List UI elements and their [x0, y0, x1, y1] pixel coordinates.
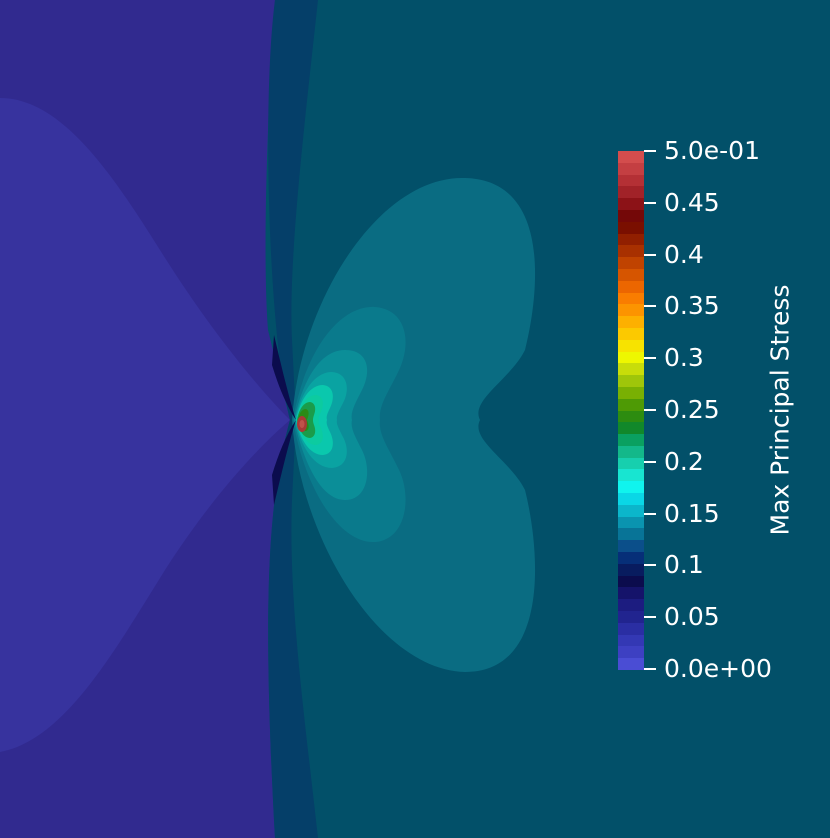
scalar-bar-tick-mark: [644, 461, 656, 463]
scalar-bar-swatch: [618, 434, 644, 446]
stress-lobe-1: [292, 177, 536, 673]
scalar-bar-swatch: [618, 340, 644, 352]
scalar-bar-swatch: [618, 269, 644, 281]
scalar-bar-swatch: [618, 175, 644, 186]
scalar-bar-tick-mark: [644, 202, 656, 204]
scalar-bar-swatch: [618, 352, 644, 363]
scalar-bar-tick-label: 0.4: [664, 240, 704, 269]
scalar-bar-swatch: [618, 304, 644, 316]
scalar-bar-tick-mark: [644, 513, 656, 515]
scalar-bar-swatch: [618, 328, 644, 340]
scalar-bar-tick-label: 0.3: [664, 343, 704, 372]
crack-face-lower: [272, 420, 296, 505]
scalar-bar-swatch: [618, 316, 644, 328]
scalar-bar-swatch: [618, 517, 644, 528]
scalar-bar-swatch: [618, 375, 644, 387]
scalar-bar-swatch: [618, 363, 644, 375]
scalar-bar-swatch: [618, 587, 644, 599]
scalar-bar-tick-label: 0.0e+00: [664, 654, 772, 683]
scalar-bar-tick-mark: [644, 616, 656, 618]
scalar-bar-swatch: [618, 446, 644, 458]
scalar-bar-swatch: [618, 198, 644, 210]
scalar-bar-tick-label: 0.05: [664, 602, 720, 631]
scalar-bar-swatch: [618, 611, 644, 623]
scalar-bar-swatch: [618, 234, 644, 245]
scalar-bar-tick-mark: [644, 409, 656, 411]
scalar-bar-swatch: [618, 458, 644, 469]
scalar-bar-swatch: [618, 658, 644, 670]
scalar-bar-gradient: [618, 151, 644, 670]
scalar-bar-swatch: [618, 564, 644, 576]
scalar-bar-swatch: [618, 599, 644, 611]
scalar-bar-tick-label: 5.0e-01: [664, 136, 760, 165]
scalar-bar-swatch: [618, 422, 644, 434]
scalar-bar-tick-label: 0.1: [664, 550, 704, 579]
scalar-bar-swatch: [618, 281, 644, 293]
scalar-bar-swatch: [618, 245, 644, 257]
scalar-bar-swatch: [618, 623, 644, 635]
scalar-bar-tick-mark: [644, 564, 656, 566]
scalar-bar-tick-mark: [644, 357, 656, 359]
scalar-bar-tick-label: 0.45: [664, 188, 720, 217]
scalar-bar-swatch: [618, 387, 644, 399]
scalar-bar-swatch: [618, 528, 644, 540]
scalar-bar-swatch: [618, 635, 644, 646]
scalar-bar-swatch: [618, 163, 644, 175]
scalar-bar-swatch: [618, 399, 644, 411]
scalar-bar-swatch: [618, 222, 644, 234]
scalar-bar-swatch: [618, 576, 644, 587]
scalar-bar-swatch: [618, 493, 644, 505]
scalar-bar-swatch: [618, 411, 644, 422]
scalar-bar-tick-label: 0.25: [664, 395, 720, 424]
crack-face-upper: [272, 335, 296, 420]
scalar-bar-swatch: [618, 481, 644, 493]
scalar-bar-swatch: [618, 293, 644, 304]
scalar-bar-tick-mark: [644, 254, 656, 256]
scalar-bar-swatch: [618, 552, 644, 564]
scalar-bar-title: Max Principal Stress: [765, 284, 795, 536]
scalar-bar-swatch: [618, 257, 644, 269]
scalar-bar-tick-mark: [644, 668, 656, 670]
scalar-bar-tick-label: 0.2: [664, 447, 704, 476]
scalar-bar-tick-mark: [644, 150, 656, 152]
scalar-bar-swatch: [618, 505, 644, 517]
crack-tip-center: [299, 420, 305, 428]
scalar-bar-tick-mark: [644, 305, 656, 307]
scalar-bar-swatch: [618, 151, 644, 163]
scalar-bar-swatch: [618, 469, 644, 481]
left-inner-region: [0, 98, 290, 752]
scalar-bar-swatch: [618, 210, 644, 222]
scalar-bar-swatch: [618, 540, 644, 552]
scalar-bar-tick-label: 0.15: [664, 499, 720, 528]
scalar-bar-swatch: [618, 186, 644, 198]
scalar-bar-tick-label: 0.35: [664, 291, 720, 320]
scalar-bar-swatch: [618, 646, 644, 658]
